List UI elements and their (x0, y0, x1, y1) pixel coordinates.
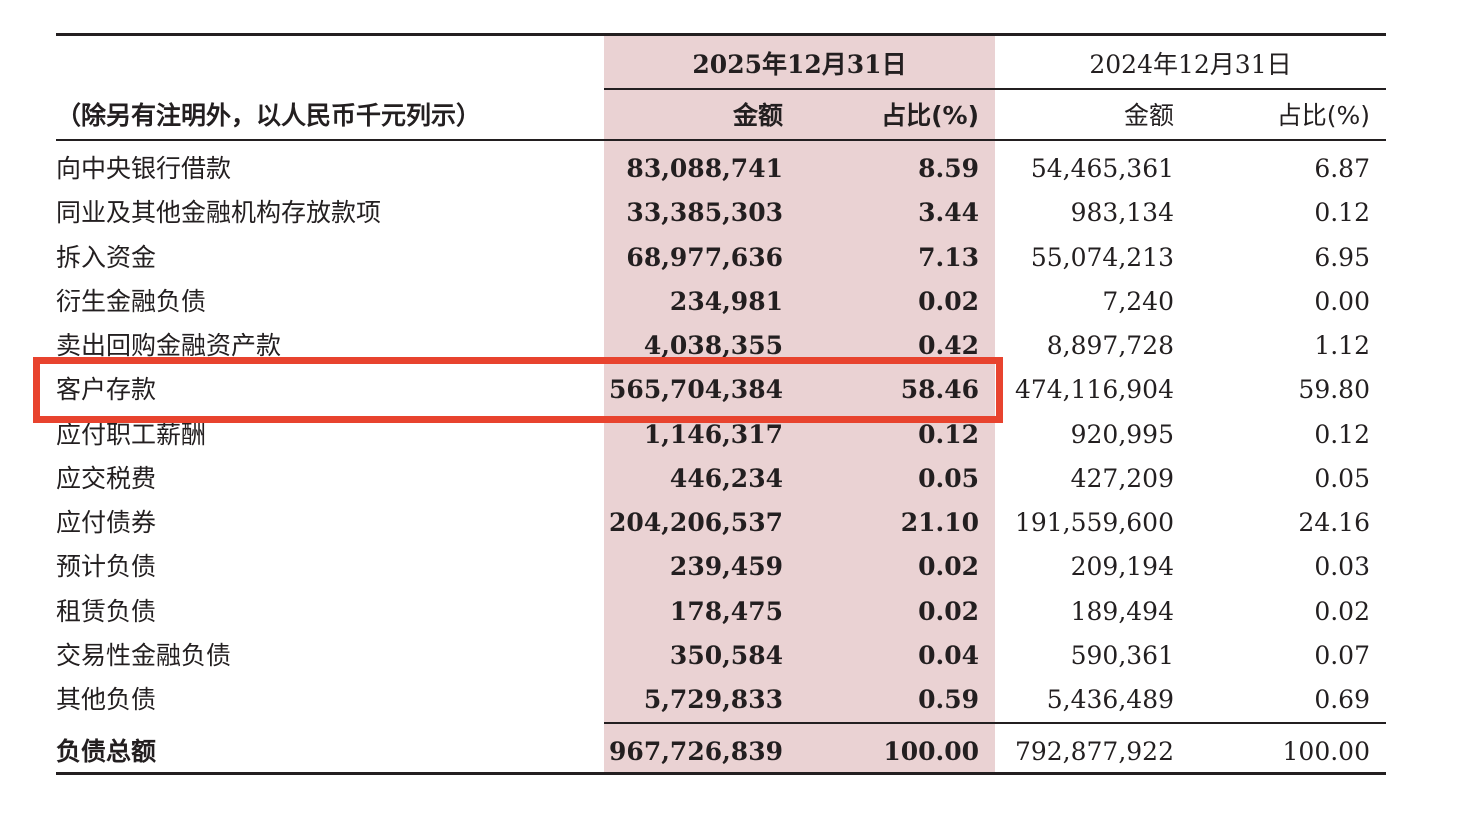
amount-2025: 4,038,355 (643, 331, 783, 360)
amount-2024: 7,240 (1102, 286, 1174, 316)
ratio-2024: 59.80 (1298, 375, 1370, 405)
ratio-2025: 0.59 (918, 685, 979, 714)
amount-2025: 446,234 (669, 463, 783, 493)
ratio-2024: 0.12 (1314, 419, 1370, 449)
table-row: 卖出回购金融资产款 4,038,355 0.42 8,897,728 1.12 (56, 324, 1386, 368)
ratio-2025: 0.02 (918, 286, 979, 316)
amount-2025: 5,729,833 (643, 685, 783, 714)
table-row: 同业及其他金融机构存放款项 33,385,303 3.44 983,134 0.12 (56, 191, 1386, 235)
row-label: 同业及其他金融机构存放款项 (56, 198, 382, 228)
period-header-2025: 2025年12月31日 (692, 50, 907, 79)
amount-2024: 983,134 (1070, 198, 1174, 228)
total-top-rule (604, 722, 1386, 724)
amount-2025: 350,584 (669, 640, 783, 670)
amount-2025: 33,385,303 (626, 198, 783, 228)
ratio-2025: 0.02 (918, 596, 979, 626)
ratio-2025: 58.46 (900, 375, 979, 405)
ratio-2025: 8.59 (918, 154, 979, 183)
ratio-2024: 0.03 (1314, 552, 1370, 582)
table-row: 租赁负债 178,475 0.02 189,494 0.02 (56, 590, 1386, 634)
amount-2024: 191,559,600 (1014, 508, 1174, 537)
row-label: 拆入资金 (56, 242, 157, 272)
amount-2025: 204,206,537 (609, 508, 783, 537)
row-label: 其他负债 (56, 685, 157, 714)
row-label: 衍生金融负债 (56, 286, 207, 316)
amount-2024: 590,361 (1070, 640, 1174, 670)
row-label: 租赁负债 (56, 596, 157, 626)
highlight-annotation-box (33, 357, 1003, 423)
amount-2024: 55,074,213 (1030, 242, 1174, 272)
amount-2025: 68,977,636 (626, 242, 783, 272)
ratio-header-2024: 占比(%) (1276, 101, 1370, 130)
ratio-2024: 0.00 (1314, 286, 1370, 316)
amount-2024: 427,209 (1070, 463, 1174, 493)
ratio-2025: 0.02 (918, 552, 979, 582)
ratio-header-2025: 占比(%) (881, 101, 979, 130)
amount-header-2025: 金额 (732, 101, 783, 130)
row-label: 客户存款 (56, 375, 157, 405)
amount-2024: 920,995 (1070, 419, 1174, 449)
amount-2024: 54,465,361 (1030, 154, 1174, 183)
ratio-2024: 0.07 (1314, 640, 1370, 670)
ratio-2024: 6.87 (1314, 154, 1370, 183)
ratio-2025: 0.05 (918, 463, 979, 493)
table-row: 衍生金融负债 234,981 0.02 7,240 0.00 (56, 280, 1386, 324)
table-row: 拆入资金 68,977,636 7.13 55,074,213 6.95 (56, 236, 1386, 280)
bottom-rule (56, 772, 1386, 775)
table-row: 交易性金融负债 350,584 0.04 590,361 0.07 (56, 634, 1386, 678)
period-divider-rule (604, 88, 1386, 90)
period-header-2024: 2024年12月31日 (1089, 50, 1292, 79)
table-row: 预计负债 239,459 0.02 209,194 0.03 (56, 545, 1386, 589)
amount-2025: 178,475 (669, 596, 783, 626)
row-label: 应付职工薪酬 (56, 419, 207, 449)
top-rule (56, 33, 1386, 36)
row-label: 交易性金融负债 (56, 640, 232, 670)
amount-2024: 189,494 (1070, 596, 1174, 626)
total-ratio-2024: 100.00 (1282, 737, 1370, 766)
amount-2024: 8,897,728 (1046, 331, 1174, 360)
column-shade-2025 (604, 33, 995, 775)
total-amount-2024: 792,877,922 (1014, 737, 1174, 766)
amount-2024: 209,194 (1070, 552, 1174, 582)
table-row: 应付职工薪酬 1,146,317 0.12 920,995 0.12 (56, 413, 1386, 457)
amount-2025: 239,459 (669, 552, 783, 582)
amount-2025: 1,146,317 (643, 419, 783, 449)
amount-header-2024: 金额 (1123, 101, 1174, 130)
ratio-2024: 6.95 (1314, 242, 1370, 272)
table-row: 客户存款 565,704,384 58.46 474,116,904 59.80 (56, 368, 1386, 412)
ratio-2025: 7.13 (918, 242, 979, 272)
ratio-2025: 0.42 (918, 331, 979, 360)
total-amount-2025: 967,726,839 (609, 737, 783, 766)
ratio-2025: 0.04 (918, 640, 979, 670)
ratio-2025: 21.10 (900, 508, 979, 537)
table-row: 应交税费 446,234 0.05 427,209 0.05 (56, 457, 1386, 501)
row-label: 应付债券 (56, 508, 157, 537)
table-row: 其他负债 5,729,833 0.59 5,436,489 0.69 (56, 678, 1386, 722)
header-bottom-rule (56, 139, 1386, 141)
total-label: 负债总额 (56, 737, 157, 766)
ratio-2024: 0.02 (1314, 596, 1370, 626)
amount-2024: 474,116,904 (1014, 375, 1174, 405)
total-row: 负债总额 967,726,839 100.00 792,877,922 100.… (56, 730, 1386, 774)
amount-2025: 234,981 (669, 286, 783, 316)
amount-2025: 565,704,384 (609, 375, 783, 405)
amount-2025: 83,088,741 (626, 154, 783, 183)
ratio-2024: 0.69 (1314, 685, 1370, 714)
ratio-2024: 0.12 (1314, 198, 1370, 228)
amount-2024: 5,436,489 (1046, 685, 1174, 714)
ratio-2024: 1.12 (1314, 331, 1370, 360)
liabilities-table: 2025年12月31日 2024年12月31日 （除另有注明外，以人民币千元列示… (56, 33, 1386, 775)
ratio-2025: 0.12 (918, 419, 979, 449)
table-row: 向中央银行借款 83,088,741 8.59 54,465,361 6.87 (56, 147, 1386, 191)
ratio-2024: 0.05 (1314, 463, 1370, 493)
row-label: 卖出回购金融资产款 (56, 331, 282, 360)
table-row: 应付债券 204,206,537 21.10 191,559,600 24.16 (56, 501, 1386, 545)
ratio-2025: 3.44 (918, 198, 979, 228)
row-label: 预计负债 (56, 552, 157, 582)
unit-caption: （除另有注明外，以人民币千元列示） (56, 101, 482, 130)
total-ratio-2025: 100.00 (883, 737, 979, 766)
ratio-2024: 24.16 (1298, 508, 1370, 537)
row-label: 向中央银行借款 (56, 154, 232, 183)
row-label: 应交税费 (56, 463, 157, 493)
